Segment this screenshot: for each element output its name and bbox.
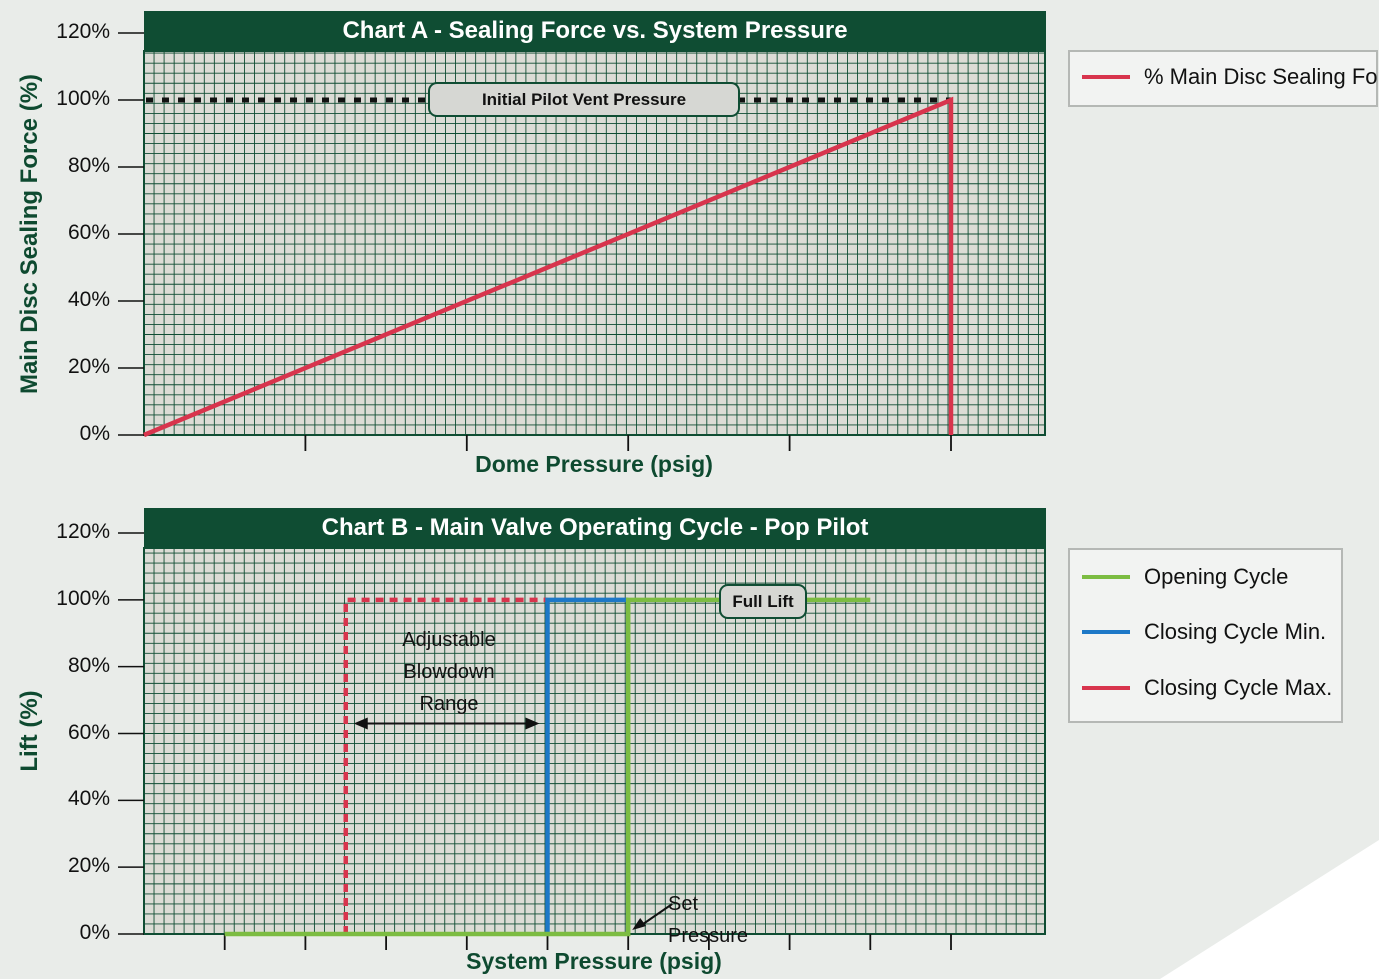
legend-swatch (1082, 575, 1130, 579)
y-tick-label: 20% (67, 854, 110, 878)
chart-b-title: Chart B - Main Valve Operating Cycle - P… (144, 508, 1046, 548)
chart-a-title: Chart A - Sealing Force vs. System Press… (144, 11, 1046, 51)
chart-b-note-full-lift: Full Lift (719, 584, 807, 619)
set-pressure-pointer (639, 903, 673, 927)
y-tick-label: 60% (67, 221, 110, 244)
legend-swatch (1082, 75, 1130, 79)
plot-background (144, 548, 1045, 934)
blowdown-arrow-head-right (525, 717, 540, 730)
y-tick-label: 80% (67, 154, 110, 177)
annotation-line-1: Adjustable (402, 629, 496, 651)
blowdown-arrow-head-left (353, 717, 368, 730)
legend-label: % Main Disc Sealing Force (1144, 64, 1379, 89)
chart-a-legend: % Main Disc Sealing Force (1068, 50, 1379, 107)
annotation-line-3: Range (419, 693, 479, 715)
series-line-closing-cycle-max (343, 597, 548, 934)
set-pressure-label: Set Pressure (668, 893, 749, 947)
y-tick-label: 60% (67, 720, 110, 744)
y-tick-label: 100% (56, 586, 110, 610)
y-tick-label: 40% (67, 288, 110, 311)
y-tick-label: 0% (79, 422, 110, 445)
set-pressure-pointer-head (632, 918, 647, 930)
y-tick-label: 40% (67, 787, 110, 811)
series-line-closing-cycle-min (545, 597, 629, 934)
y-tick-label: 120% (56, 520, 110, 543)
legend-label: Closing Cycle Min. (1144, 619, 1327, 644)
legend-swatch (1082, 630, 1130, 634)
legend-label: Closing Cycle Max. (1144, 675, 1333, 700)
legend-label: Opening Cycle (1144, 564, 1289, 589)
blowdown-range-annotation: Adjustable Blowdown Range (388, 624, 510, 720)
annotation-line-2: Blowdown (403, 661, 495, 683)
plot-frame (143, 50, 1046, 436)
y-tick-label: 20% (67, 355, 110, 378)
y-tick-label: 0% (79, 921, 110, 944)
y-tick-label: 80% (67, 653, 110, 677)
chart-b-x-axis-label: System Pressure (psig) (466, 948, 722, 974)
y-tick-label: 100% (56, 87, 110, 110)
y-tick-label: 120% (56, 20, 110, 43)
series-line-sealing-force (143, 96, 954, 438)
chart-a-note-initial-pilot-vent: Initial Pilot Vent Pressure (428, 82, 740, 117)
chart-a-x-axis-label: Dome Pressure (psig) (475, 451, 713, 477)
legend-swatch (1082, 686, 1130, 690)
chart-b-legend: Opening Cycle Closing Cycle Min. Closing… (1068, 548, 1343, 723)
